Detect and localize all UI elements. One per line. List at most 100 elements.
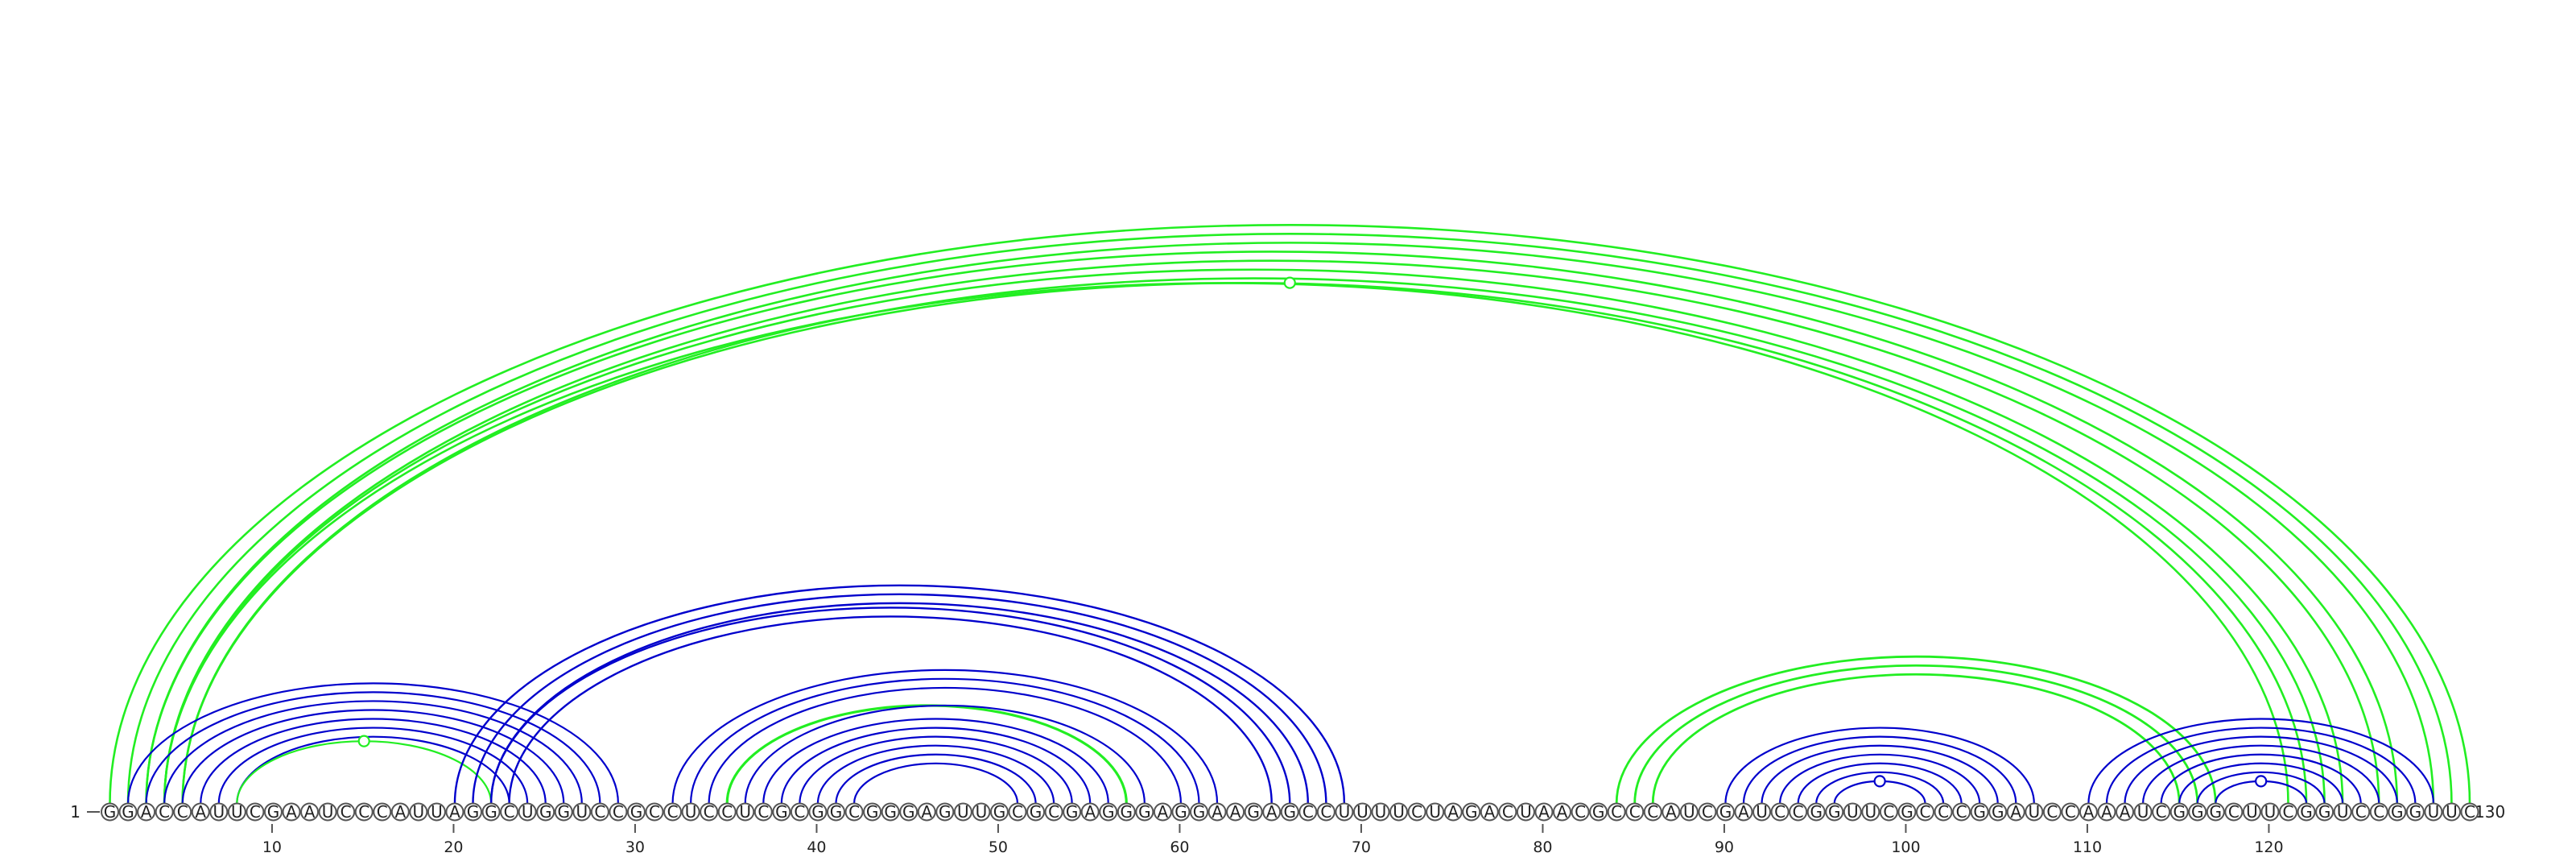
nucleotide-circle xyxy=(173,802,192,822)
nucleotide-circle xyxy=(863,802,882,822)
nucleotide-letter: G xyxy=(2210,802,2223,822)
base-pair-arc xyxy=(2142,744,2380,804)
nucleotide-letter: G xyxy=(1284,802,1297,822)
nucleotide-letter: C xyxy=(1320,802,1331,822)
nucleotide-letter: C xyxy=(1012,802,1023,822)
nucleotide-circle xyxy=(1534,802,1554,822)
nucleotide-circle xyxy=(1371,802,1390,822)
nucleotide-circle xyxy=(1607,802,1626,822)
nucleotide-letter: U xyxy=(976,802,988,822)
nucleotide-circle xyxy=(1789,802,1808,822)
base-pair-arcs xyxy=(109,224,2471,804)
nucleotide-circle xyxy=(1063,802,1082,822)
nucleotide-letter: A xyxy=(1557,802,1568,822)
nucleotide-letter: G xyxy=(2191,802,2204,822)
tick-label: 90 xyxy=(1715,838,1734,856)
base-pair-arc xyxy=(489,602,1309,804)
nucleotide-letter: U xyxy=(1756,802,1768,822)
base-pair-arc xyxy=(1742,735,2017,804)
nucleotide-circle xyxy=(609,802,628,822)
nucleotide-circle xyxy=(1389,802,1409,822)
nucleotide-circle xyxy=(481,802,501,822)
nucleotide-letter: G xyxy=(1810,802,1823,822)
nucleotide-letter: C xyxy=(504,802,515,822)
base-pair-arc xyxy=(1761,744,1999,804)
nucleotide-circle xyxy=(1625,802,1645,822)
nucleotide-circle xyxy=(101,802,119,822)
nucleotide-circle xyxy=(554,802,573,822)
nucleotide-circle xyxy=(2006,802,2025,822)
nucleotide-circle xyxy=(2206,802,2225,822)
nucleotide-letter: U xyxy=(1683,802,1695,822)
nucleotide-letter: G xyxy=(1138,802,1151,822)
nucleotide-letter: G xyxy=(1973,802,1986,822)
tick-label: 10 xyxy=(262,838,282,856)
nucleotide-circle xyxy=(137,802,156,822)
nucleotide-letter: A xyxy=(1158,802,1169,822)
nucleotide-circle xyxy=(2424,802,2443,822)
nucleotide-circle xyxy=(1226,802,1245,822)
nucleotide-letter: A xyxy=(286,802,297,822)
base-pair-arc xyxy=(1651,673,2181,804)
nucleotide-circle xyxy=(373,802,392,822)
nucleotide-circle xyxy=(2025,802,2044,822)
tick-label: 100 xyxy=(1891,838,1920,856)
base-pair-arc xyxy=(145,691,601,804)
nucleotide-letter: U xyxy=(1339,802,1351,822)
nucleotide-circle xyxy=(2315,802,2334,822)
loop-marker xyxy=(2255,775,2268,788)
nucleotide-circle xyxy=(1843,802,1862,822)
nucleotide-letter: C xyxy=(1611,802,1622,822)
nucleotide-letter: U xyxy=(1520,802,1532,822)
tick-label: 70 xyxy=(1352,838,1371,856)
base-pair-arc xyxy=(236,740,493,804)
nucleotide-letter: U xyxy=(413,802,425,822)
nucleotide-letter: U xyxy=(957,802,969,822)
nucleotide-circle xyxy=(953,802,972,822)
nucleotide-circle xyxy=(700,802,719,822)
nucleotide-letter: C xyxy=(2373,802,2384,822)
nucleotide-circle xyxy=(155,802,174,822)
nucleotide-circle xyxy=(1153,802,1172,822)
nucleotide-circle xyxy=(590,802,609,822)
nucleotide-circle xyxy=(1099,802,1118,822)
nucleotide-letter: C xyxy=(177,802,188,822)
nucleotide-letter: A xyxy=(394,802,406,822)
nucleotide-circle xyxy=(1988,802,2008,822)
position-ticks: 10 20 30 40 50 60 70 80 90 100 110 120 xyxy=(262,824,2284,856)
nucleotide-circle xyxy=(2169,802,2189,822)
nucleotide-letter: G xyxy=(1030,802,1042,822)
nucleotide-circle xyxy=(318,802,337,822)
nucleotide-circle xyxy=(1008,802,1027,822)
nucleotide-circle xyxy=(572,802,592,822)
base-pair-arc xyxy=(145,250,2399,804)
nucleotide-letter: G xyxy=(993,802,1006,822)
tick-label: 50 xyxy=(989,838,1008,856)
nucleotide-circle xyxy=(282,802,301,822)
sequence-backbone: 1 130 xyxy=(70,802,2505,822)
nucleotide-circle xyxy=(1480,802,1499,822)
nucleotide-circle xyxy=(300,802,320,822)
nucleotide-letter: C xyxy=(721,802,733,822)
nucleotide-letter: G xyxy=(104,802,117,822)
base-pair-arc xyxy=(109,224,2471,804)
nucleotide-letter: G xyxy=(2300,802,2313,822)
nucleotide-letter: U xyxy=(2446,802,2458,822)
nucleotide-letter: G xyxy=(1465,802,1478,822)
nucleotide-circle xyxy=(917,802,936,822)
nucleotide-letter: U xyxy=(739,802,751,822)
nucleotide-letter: C xyxy=(1502,802,1513,822)
nucleotide-letter: G xyxy=(1828,802,1841,822)
base-pair-arc xyxy=(744,704,1146,804)
nucleotide-circle xyxy=(1734,802,1753,822)
nucleotide-letter: C xyxy=(1920,802,1931,822)
nucleotide-circle xyxy=(736,802,755,822)
base-pair-arc xyxy=(2196,771,2326,804)
nucleotide-letter: U xyxy=(2264,802,2277,822)
nucleotide-circle xyxy=(2333,802,2352,822)
base-pair-arc xyxy=(200,718,547,804)
nucleotide-circle xyxy=(1861,802,1880,822)
nucleotide-letter: G xyxy=(830,802,843,822)
nucleotide-letter: G xyxy=(267,802,280,822)
